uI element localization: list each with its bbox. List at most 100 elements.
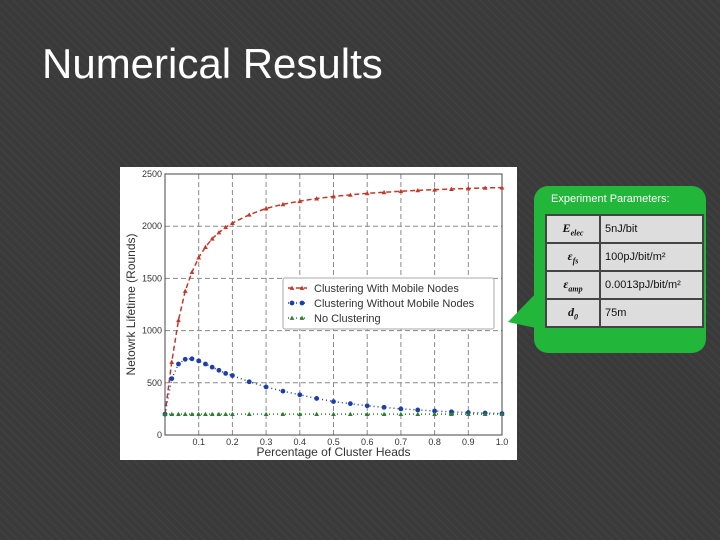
symbol-eps-fs: εfs bbox=[545, 242, 601, 272]
data-point bbox=[331, 399, 336, 404]
table-row: εamp 0.0013pJ/bit/m² bbox=[545, 270, 704, 300]
data-point bbox=[216, 367, 222, 373]
legend-marker bbox=[289, 285, 295, 290]
y-tick-label: 2500 bbox=[142, 169, 162, 179]
x-tick-label: 0.4 bbox=[294, 437, 307, 447]
x-tick-label: 0.3 bbox=[260, 437, 273, 447]
data-point bbox=[209, 411, 215, 417]
y-tick-label: 2000 bbox=[142, 221, 162, 231]
data-point bbox=[381, 411, 387, 417]
symbol-eps-amp: εamp bbox=[545, 270, 601, 300]
data-point bbox=[216, 411, 222, 417]
data-point bbox=[280, 388, 286, 394]
data-point bbox=[499, 411, 505, 417]
data-point bbox=[482, 185, 488, 190]
data-point bbox=[263, 206, 269, 211]
x-tick-label: 1.0 bbox=[496, 437, 509, 447]
x-tick-label: 0.7 bbox=[395, 437, 408, 447]
legend-marker bbox=[289, 300, 295, 306]
data-point bbox=[223, 371, 229, 376]
data-point bbox=[169, 376, 175, 382]
data-point bbox=[176, 361, 181, 367]
table-row: Eelec 5nJ/bit bbox=[545, 214, 704, 244]
x-axis-label: Percentage of Cluster Heads bbox=[256, 445, 410, 459]
legend-label: Clustering Without Mobile Nodes bbox=[314, 298, 475, 310]
data-point bbox=[263, 384, 269, 390]
data-point bbox=[169, 411, 175, 417]
line-chart: 0.1 0.2 0.3 0.4 0.5 0.6 0.7 0.8 0.9 1.0 0 500 1000 15… bbox=[124, 169, 509, 459]
parameters-title: Experiment Parameters: bbox=[551, 193, 670, 205]
x-tick-label: 0.9 bbox=[462, 437, 475, 447]
data-point bbox=[203, 411, 208, 417]
legend-marker bbox=[299, 315, 305, 320]
data-point bbox=[216, 230, 222, 235]
data-point bbox=[280, 201, 286, 207]
legend-label: Clustering With Mobile Nodes bbox=[314, 283, 459, 295]
data-point bbox=[314, 411, 320, 417]
data-point bbox=[347, 411, 353, 417]
data-point bbox=[398, 406, 404, 412]
data-point bbox=[182, 288, 188, 293]
data-point bbox=[347, 401, 353, 407]
legend-marker bbox=[299, 285, 305, 290]
data-point bbox=[189, 356, 195, 362]
data-point bbox=[182, 411, 188, 417]
data-point bbox=[189, 411, 195, 417]
data-point bbox=[169, 359, 175, 364]
symbol-e-elec: Eelec bbox=[545, 214, 601, 244]
data-point bbox=[203, 244, 208, 249]
legend-marker bbox=[289, 315, 295, 320]
data-point bbox=[176, 411, 181, 417]
symbol-d0: d0 bbox=[545, 298, 601, 328]
legend-box bbox=[282, 277, 495, 330]
data-point bbox=[364, 403, 370, 409]
data-point bbox=[203, 361, 208, 367]
data-point bbox=[331, 194, 336, 199]
series-line bbox=[164, 186, 503, 415]
param-value: 100pJ/bit/m² bbox=[599, 242, 704, 272]
data-point bbox=[297, 198, 303, 204]
x-tick-label: 0.2 bbox=[226, 437, 239, 447]
data-point bbox=[381, 404, 387, 410]
data-point bbox=[465, 411, 471, 417]
y-tick-label: 1500 bbox=[142, 273, 162, 283]
data-point bbox=[415, 187, 421, 193]
data-point bbox=[381, 189, 387, 195]
data-point bbox=[398, 411, 404, 417]
param-value: 75m bbox=[599, 298, 704, 328]
data-point bbox=[499, 185, 505, 190]
data-point bbox=[482, 411, 488, 417]
x-tick-label: 0.6 bbox=[361, 437, 374, 447]
data-point bbox=[209, 364, 215, 370]
data-point bbox=[297, 392, 303, 398]
data-point bbox=[196, 358, 202, 364]
y-tick-label: 0 bbox=[157, 430, 162, 440]
data-point bbox=[415, 407, 421, 413]
data-point bbox=[246, 212, 252, 217]
data-point bbox=[230, 373, 235, 378]
y-axis-label: Netowrk Lifetime (Rounds) bbox=[124, 233, 138, 375]
data-point bbox=[280, 411, 286, 417]
data-point bbox=[432, 187, 437, 192]
data-point bbox=[182, 356, 188, 362]
data-point bbox=[398, 188, 404, 194]
data-point bbox=[347, 192, 353, 197]
x-tick-label: 0.1 bbox=[192, 437, 205, 447]
plot-frame bbox=[164, 173, 503, 436]
parameters-table: Eelec 5nJ/bit εfs 100pJ/bit/m² εamp 0.00… bbox=[545, 214, 704, 328]
data-point bbox=[364, 190, 370, 196]
x-tick-label: 0.8 bbox=[428, 437, 441, 447]
data-point bbox=[223, 411, 229, 417]
chart-panel: 0.1 0.2 0.3 0.4 0.5 0.6 0.7 0.8 0.9 1.0 0 500 1000 15… bbox=[120, 167, 517, 460]
param-value: 0.0013pJ/bit/m² bbox=[599, 270, 704, 300]
data-point bbox=[176, 317, 181, 323]
legend-label: No Clustering bbox=[314, 313, 381, 325]
data-point bbox=[189, 269, 195, 275]
data-point bbox=[449, 186, 454, 191]
data-point bbox=[209, 236, 215, 241]
data-point bbox=[162, 411, 168, 417]
data-point bbox=[223, 224, 229, 230]
data-point bbox=[314, 396, 320, 401]
data-point bbox=[196, 411, 202, 417]
slide-title: Numerical Results bbox=[42, 40, 383, 87]
